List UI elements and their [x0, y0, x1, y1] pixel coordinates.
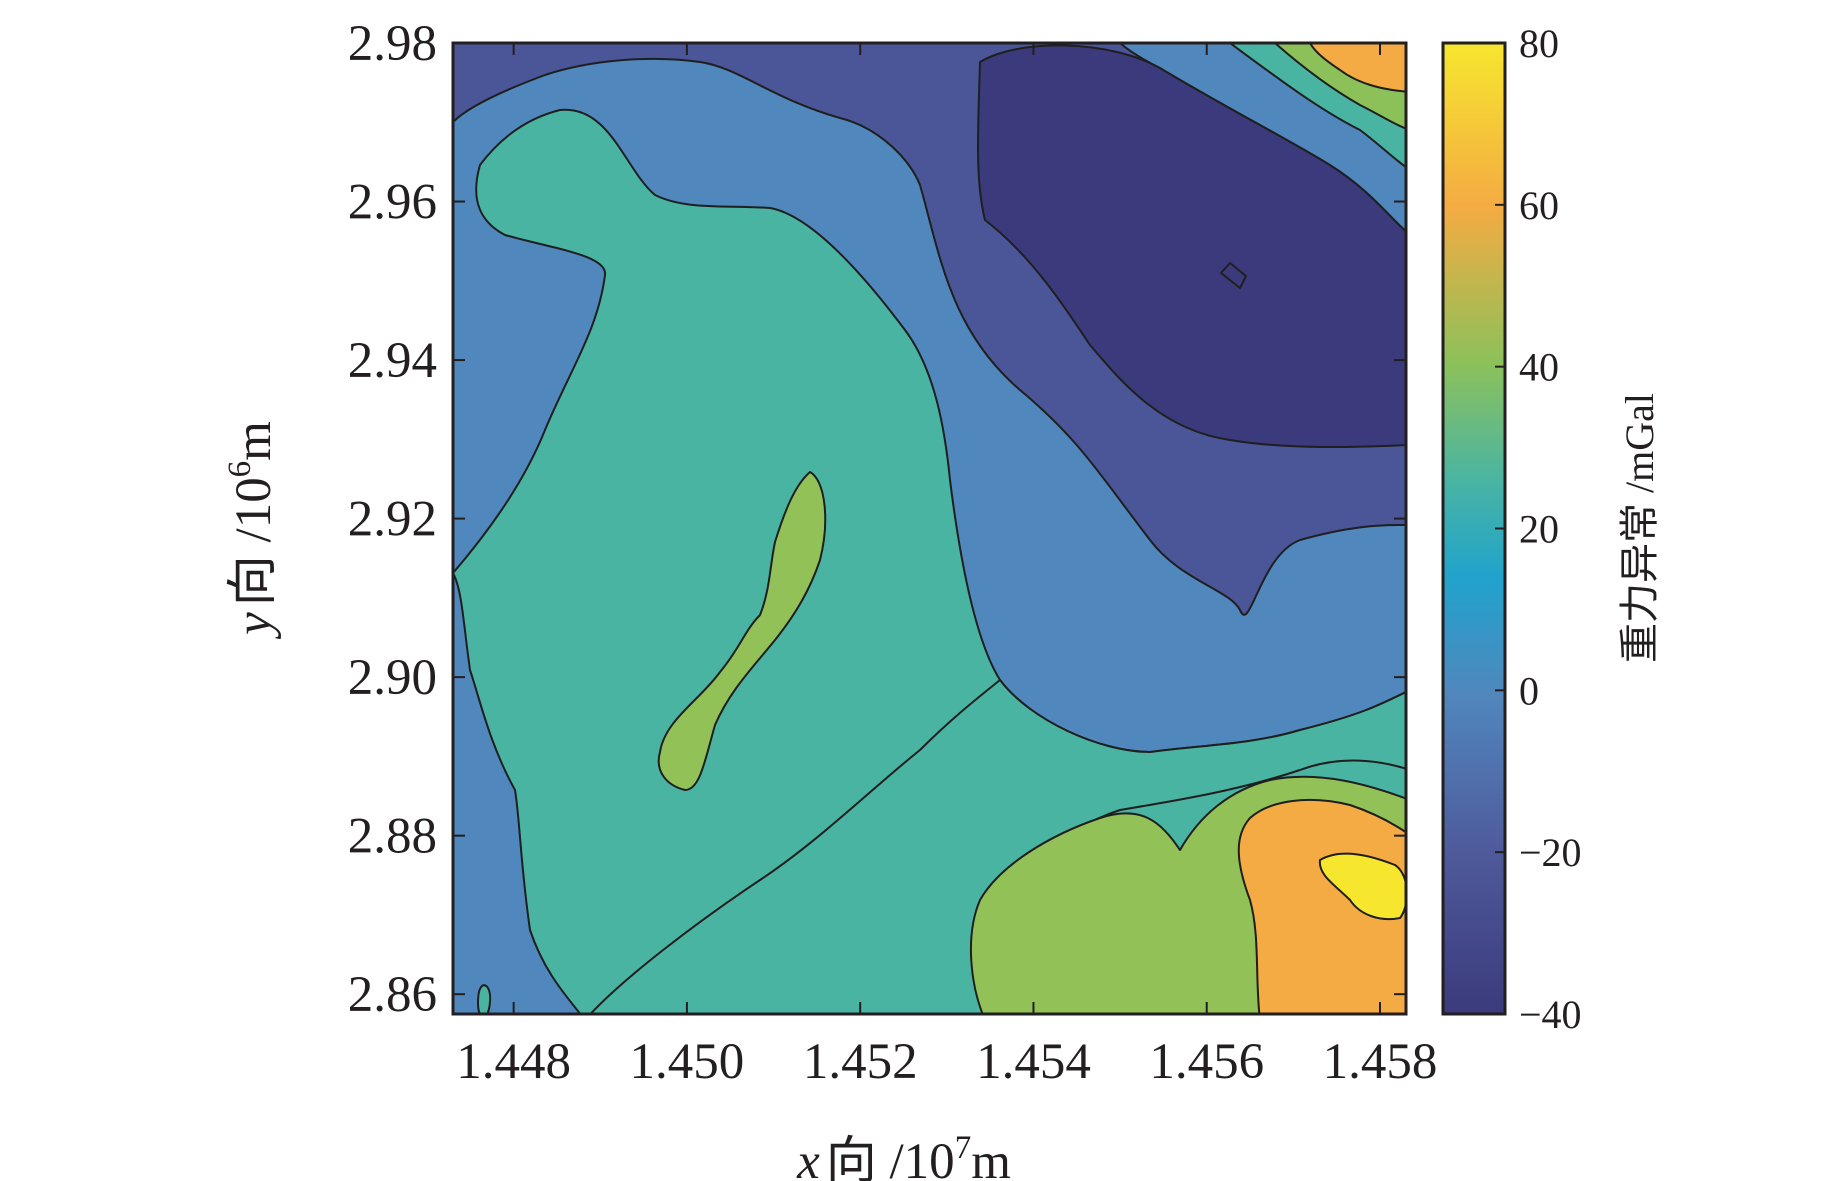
x-tick-label: 1.454 — [976, 1034, 1091, 1090]
contour-region-mid-south-band — [589, 679, 1406, 1014]
y-axis-label-exponent: 6 — [222, 461, 258, 478]
contour-region-north-east-corner-peak — [1309, 43, 1406, 93]
y-tick-label: 2.96 — [348, 175, 437, 231]
plot-frame — [451, 41, 1408, 1016]
contour-spot-trough-center — [1220, 262, 1247, 289]
y-axis-ticks: 2.86 2.88 2.90 2.92 2.94 2.96 2.98 — [348, 16, 1406, 1023]
x-tick-label: 1.456 — [1149, 1034, 1264, 1090]
x-axis-ticks: 1.448 1.450 1.452 1.454 1.456 1.458 — [456, 43, 1437, 1090]
colorbar-tick-label: −20 — [1519, 830, 1582, 875]
y-tick-label: 2.98 — [348, 16, 437, 72]
colorbar — [1441, 41, 1507, 1016]
colorbar-tick-label: 40 — [1519, 345, 1559, 390]
colorbar-ticks: −40 −20 0 20 40 60 80 — [1495, 21, 1582, 1037]
colorbar-tick-label: 0 — [1519, 668, 1539, 713]
contour-spot-small-west — [477, 984, 492, 1014]
y-tick-label: 2.94 — [348, 333, 437, 389]
colorbar-tick-label: −40 — [1519, 992, 1582, 1037]
contour-region-lens — [657, 471, 827, 791]
colorbar-tick-label: 60 — [1519, 183, 1559, 228]
y-tick-label: 2.92 — [348, 492, 437, 548]
contour-region-peak — [1318, 852, 1406, 920]
y-tick-label: 2.90 — [348, 650, 437, 706]
x-tick-label: 1.448 — [456, 1034, 571, 1090]
x-tick-label: 1.450 — [630, 1034, 745, 1090]
colorbar-label: 重力异常 /mGal — [1617, 393, 1662, 663]
y-tick-label: 2.86 — [348, 967, 437, 1023]
y-axis-label: y向 /106m — [222, 421, 282, 640]
colorbar-tick-label: 80 — [1519, 21, 1559, 66]
colorbar-tick-label: 20 — [1519, 507, 1559, 552]
contour-field — [453, 43, 1406, 1014]
contour-region-south-east-high — [1237, 798, 1406, 1014]
x-axis-label-exponent: 7 — [955, 1130, 972, 1166]
y-tick-label: 2.88 — [348, 809, 437, 865]
x-tick-label: 1.458 — [1323, 1034, 1438, 1090]
x-tick-label: 1.452 — [803, 1034, 918, 1090]
